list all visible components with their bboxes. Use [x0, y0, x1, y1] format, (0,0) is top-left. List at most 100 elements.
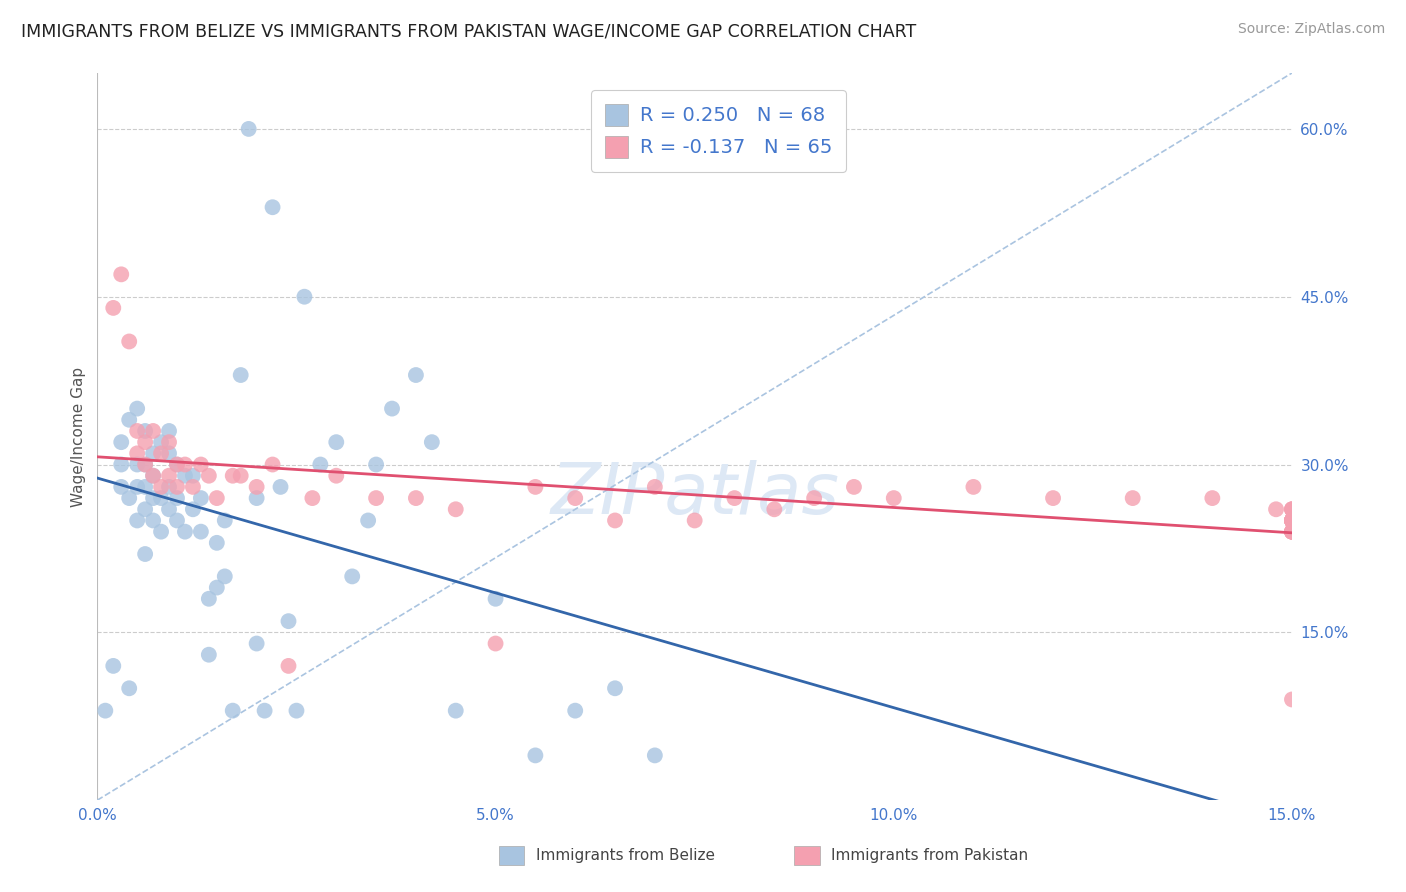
Point: [127, 458, 149, 472]
Point: [763, 502, 786, 516]
Point: [1281, 513, 1303, 527]
Point: [1281, 502, 1303, 516]
Point: [1281, 502, 1303, 516]
Point: [157, 502, 180, 516]
Point: [246, 491, 269, 505]
Point: [134, 502, 156, 516]
Point: [1281, 524, 1303, 539]
Point: [214, 569, 236, 583]
Point: [94, 704, 117, 718]
Point: [142, 513, 165, 527]
Point: [270, 480, 292, 494]
Point: [134, 458, 156, 472]
Point: [127, 401, 149, 416]
Point: [150, 480, 173, 494]
Point: [842, 480, 865, 494]
Point: [150, 446, 173, 460]
Point: [277, 614, 299, 628]
Point: [134, 435, 156, 450]
Point: [198, 648, 221, 662]
Point: [118, 491, 141, 505]
Point: [127, 446, 149, 460]
Point: [246, 636, 269, 650]
Point: [157, 435, 180, 450]
Point: [142, 424, 165, 438]
Point: [127, 480, 149, 494]
Point: [1281, 524, 1303, 539]
Point: [238, 122, 260, 136]
Point: [301, 491, 323, 505]
Point: [325, 435, 347, 450]
Point: [246, 480, 269, 494]
Point: [723, 491, 745, 505]
Point: [603, 513, 626, 527]
Point: [1042, 491, 1064, 505]
Point: [174, 524, 197, 539]
Point: [118, 413, 141, 427]
Point: [253, 704, 276, 718]
Point: [190, 491, 212, 505]
Point: [1281, 524, 1303, 539]
Point: [205, 491, 228, 505]
Text: ZIPatlas: ZIPatlas: [550, 460, 839, 529]
Point: [883, 491, 905, 505]
Point: [962, 480, 984, 494]
Point: [262, 458, 284, 472]
Point: [205, 536, 228, 550]
Point: [118, 334, 141, 349]
Point: [142, 446, 165, 460]
Y-axis label: Wage/Income Gap: Wage/Income Gap: [72, 367, 86, 507]
Point: [166, 491, 188, 505]
Text: Immigrants from Pakistan: Immigrants from Pakistan: [831, 848, 1028, 863]
Point: [150, 435, 173, 450]
Point: [277, 659, 299, 673]
Point: [142, 491, 165, 505]
Point: [190, 458, 212, 472]
Point: [110, 268, 132, 282]
Point: [103, 301, 125, 315]
Point: [229, 468, 252, 483]
Point: [405, 491, 427, 505]
Point: [484, 636, 506, 650]
Point: [603, 681, 626, 696]
Point: [1281, 513, 1303, 527]
Point: [1281, 502, 1303, 516]
Point: [1281, 513, 1303, 527]
Point: [381, 401, 404, 416]
Point: [357, 513, 380, 527]
Point: [1281, 513, 1303, 527]
Point: [364, 491, 387, 505]
Point: [1281, 513, 1303, 527]
Point: [103, 659, 125, 673]
Point: [134, 480, 156, 494]
Point: [564, 704, 586, 718]
Point: [222, 704, 245, 718]
Point: [285, 704, 308, 718]
Point: [484, 591, 506, 606]
Point: [1122, 491, 1144, 505]
Bar: [499, 846, 524, 865]
Point: [564, 491, 586, 505]
Point: [1281, 524, 1303, 539]
Point: [1281, 513, 1303, 527]
Point: [405, 368, 427, 382]
Point: [166, 480, 188, 494]
Point: [1281, 513, 1303, 527]
Point: [110, 458, 132, 472]
Point: [1281, 513, 1303, 527]
Point: [198, 591, 221, 606]
Point: [142, 468, 165, 483]
Point: [174, 468, 197, 483]
Point: [127, 513, 149, 527]
Point: [222, 468, 245, 483]
Point: [262, 200, 284, 214]
Point: [181, 502, 204, 516]
Point: [166, 513, 188, 527]
Point: [1281, 524, 1303, 539]
Point: [1265, 502, 1288, 516]
Point: [157, 480, 180, 494]
Point: [444, 704, 467, 718]
Text: Source: ZipAtlas.com: Source: ZipAtlas.com: [1237, 22, 1385, 37]
Point: [118, 681, 141, 696]
Point: [110, 480, 132, 494]
